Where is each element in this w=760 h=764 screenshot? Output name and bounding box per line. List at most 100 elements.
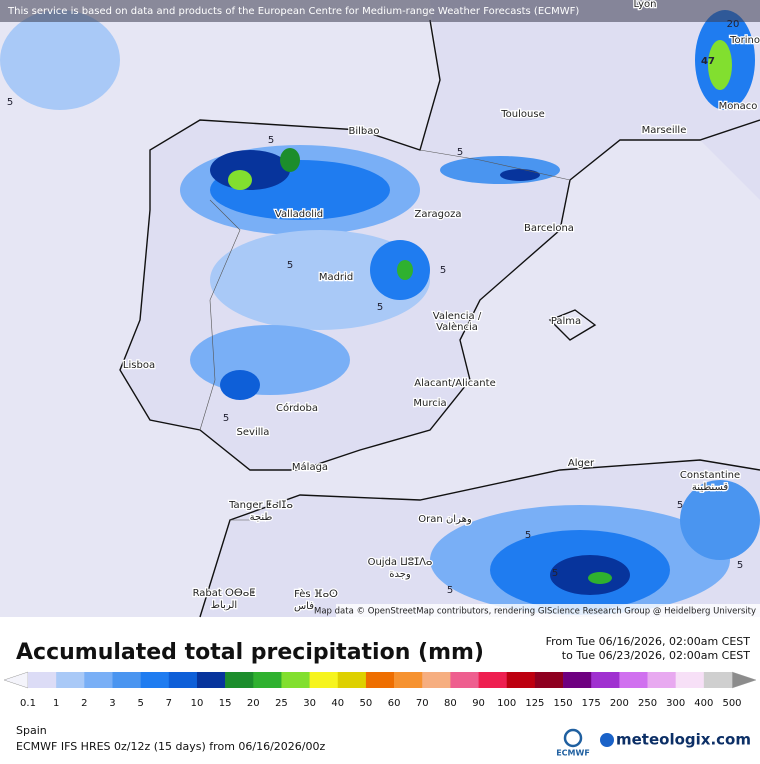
legend-swatch <box>84 672 113 688</box>
contour-label: 5 <box>457 147 463 158</box>
legend-swatch <box>703 672 733 688</box>
city-label: Madrid <box>319 272 353 283</box>
contour-label: 5 <box>223 413 229 424</box>
legend-swatch <box>168 672 198 688</box>
legend-level: 70 <box>416 698 429 709</box>
contour-label: 47 <box>701 56 715 67</box>
legend-level: 200 <box>610 698 629 709</box>
legend-level: 80 <box>444 698 457 709</box>
legend-level: 7 <box>166 698 172 709</box>
contour-label: 20 <box>727 19 740 30</box>
city-label: Oran وهران <box>418 514 472 525</box>
legend-swatch <box>112 672 141 688</box>
city-label: فاس <box>294 601 314 612</box>
legend-level: 2 <box>81 698 87 709</box>
legend-level: 250 <box>638 698 657 709</box>
city-label: Tanger ⵟⴰⵏⵊⴰ <box>228 500 293 511</box>
map <box>0 0 760 618</box>
legend-swatch <box>506 672 536 688</box>
contour-label: 5 <box>7 97 13 108</box>
coastline-mallorca <box>548 309 597 341</box>
city-label: Torino <box>729 35 760 46</box>
borders <box>199 149 571 521</box>
legend-level: 3 <box>109 698 115 709</box>
legend-swatch <box>478 672 508 688</box>
legend-swatch <box>281 672 310 688</box>
city-label: Alacant/Alicante <box>414 378 495 389</box>
notice: This service is based on data and produc… <box>7 6 579 17</box>
legend-level: 60 <box>388 698 401 709</box>
region: Spain <box>16 724 47 737</box>
brand-icon <box>600 733 614 747</box>
legend-swatch <box>28 672 57 688</box>
legend-level: 1 <box>53 698 59 709</box>
contour-label: 5 <box>525 530 531 541</box>
legend-level: 500 <box>722 698 741 709</box>
city-label: Murcia <box>413 398 446 409</box>
legend-level: 300 <box>666 698 685 709</box>
city-label: Constantine <box>680 470 740 481</box>
contour-label: 5 <box>737 560 743 571</box>
legend-level: 40 <box>331 698 344 709</box>
legend-swatch <box>450 672 479 688</box>
legend-level: 30 <box>303 698 316 709</box>
ecmwf-logo: ECMWF <box>556 749 590 758</box>
attribution-bg <box>336 604 760 617</box>
legend-level: 15 <box>219 698 232 709</box>
city-label: Monaco <box>719 101 758 112</box>
city-label: Lyon <box>633 0 656 10</box>
city-label: قسنطينة <box>692 482 729 493</box>
legend-level: 90 <box>472 698 485 709</box>
precip-areas <box>0 10 760 615</box>
title: Accumulated total precipitation (mm) <box>16 640 484 665</box>
legend-level: 125 <box>525 698 544 709</box>
legend-swatch <box>140 672 170 688</box>
legend-level: 5 <box>137 698 143 709</box>
city-label: Córdoba <box>276 402 318 414</box>
city-label: Valencia / <box>433 311 482 322</box>
contour-label: 5 <box>287 260 293 271</box>
city-label: Sevilla <box>237 427 270 438</box>
city-label: Zaragoza <box>414 209 461 220</box>
city-label: Rabat ⵔⴱⴰⵟ <box>193 588 256 599</box>
legend-swatch <box>225 672 254 688</box>
legend-level: 50 <box>360 698 373 709</box>
coastline <box>119 19 760 471</box>
city-label: طنجة <box>250 512 273 523</box>
legend-swatch <box>563 672 592 688</box>
legend-level: 175 <box>582 698 601 709</box>
legend-swatch <box>337 672 367 688</box>
city-label: Málaga <box>292 461 328 473</box>
legend-level: 25 <box>275 698 288 709</box>
legend-swatch <box>647 672 676 688</box>
city-label: Palma <box>551 316 581 327</box>
legend-swatch <box>422 672 451 688</box>
city-label: وجدة <box>389 569 411 580</box>
city-label: Lisboa <box>123 360 155 371</box>
period-to: to Tue 06/23/2026, 02:00am CEST <box>562 649 750 662</box>
city-label: Oujda ⵡⵓⵊⴷⴰ <box>368 557 433 568</box>
notice-bar <box>0 0 760 22</box>
legend-swatch <box>534 672 564 688</box>
contour-label: 5 <box>268 135 274 146</box>
city-label: الرباط <box>211 600 237 611</box>
model-info: ECMWF IFS HRES 0z/12z (15 days) from 06/… <box>16 740 326 753</box>
legend-level: 100 <box>497 698 516 709</box>
contour-label: 5 <box>377 302 383 313</box>
contour-label: 5 <box>677 500 683 511</box>
legend-level: 10 <box>191 698 204 709</box>
legend-level: 0.1 <box>20 698 36 709</box>
period-from: From Tue 06/16/2026, 02:00am CEST <box>546 635 751 648</box>
legend-swatch <box>675 672 705 688</box>
legend-swatch <box>365 672 395 688</box>
legend-swatch <box>253 672 282 688</box>
legend-swatch <box>56 672 85 688</box>
legend-swatch <box>619 672 648 688</box>
legend-swatch <box>196 672 226 688</box>
ecmwf-icon <box>563 728 583 748</box>
city-label: Fès ⴼⴰⵙ <box>294 588 338 600</box>
city-label: Marseille <box>642 125 687 136</box>
legend-swatch <box>309 672 339 688</box>
legend-level: 150 <box>553 698 572 709</box>
